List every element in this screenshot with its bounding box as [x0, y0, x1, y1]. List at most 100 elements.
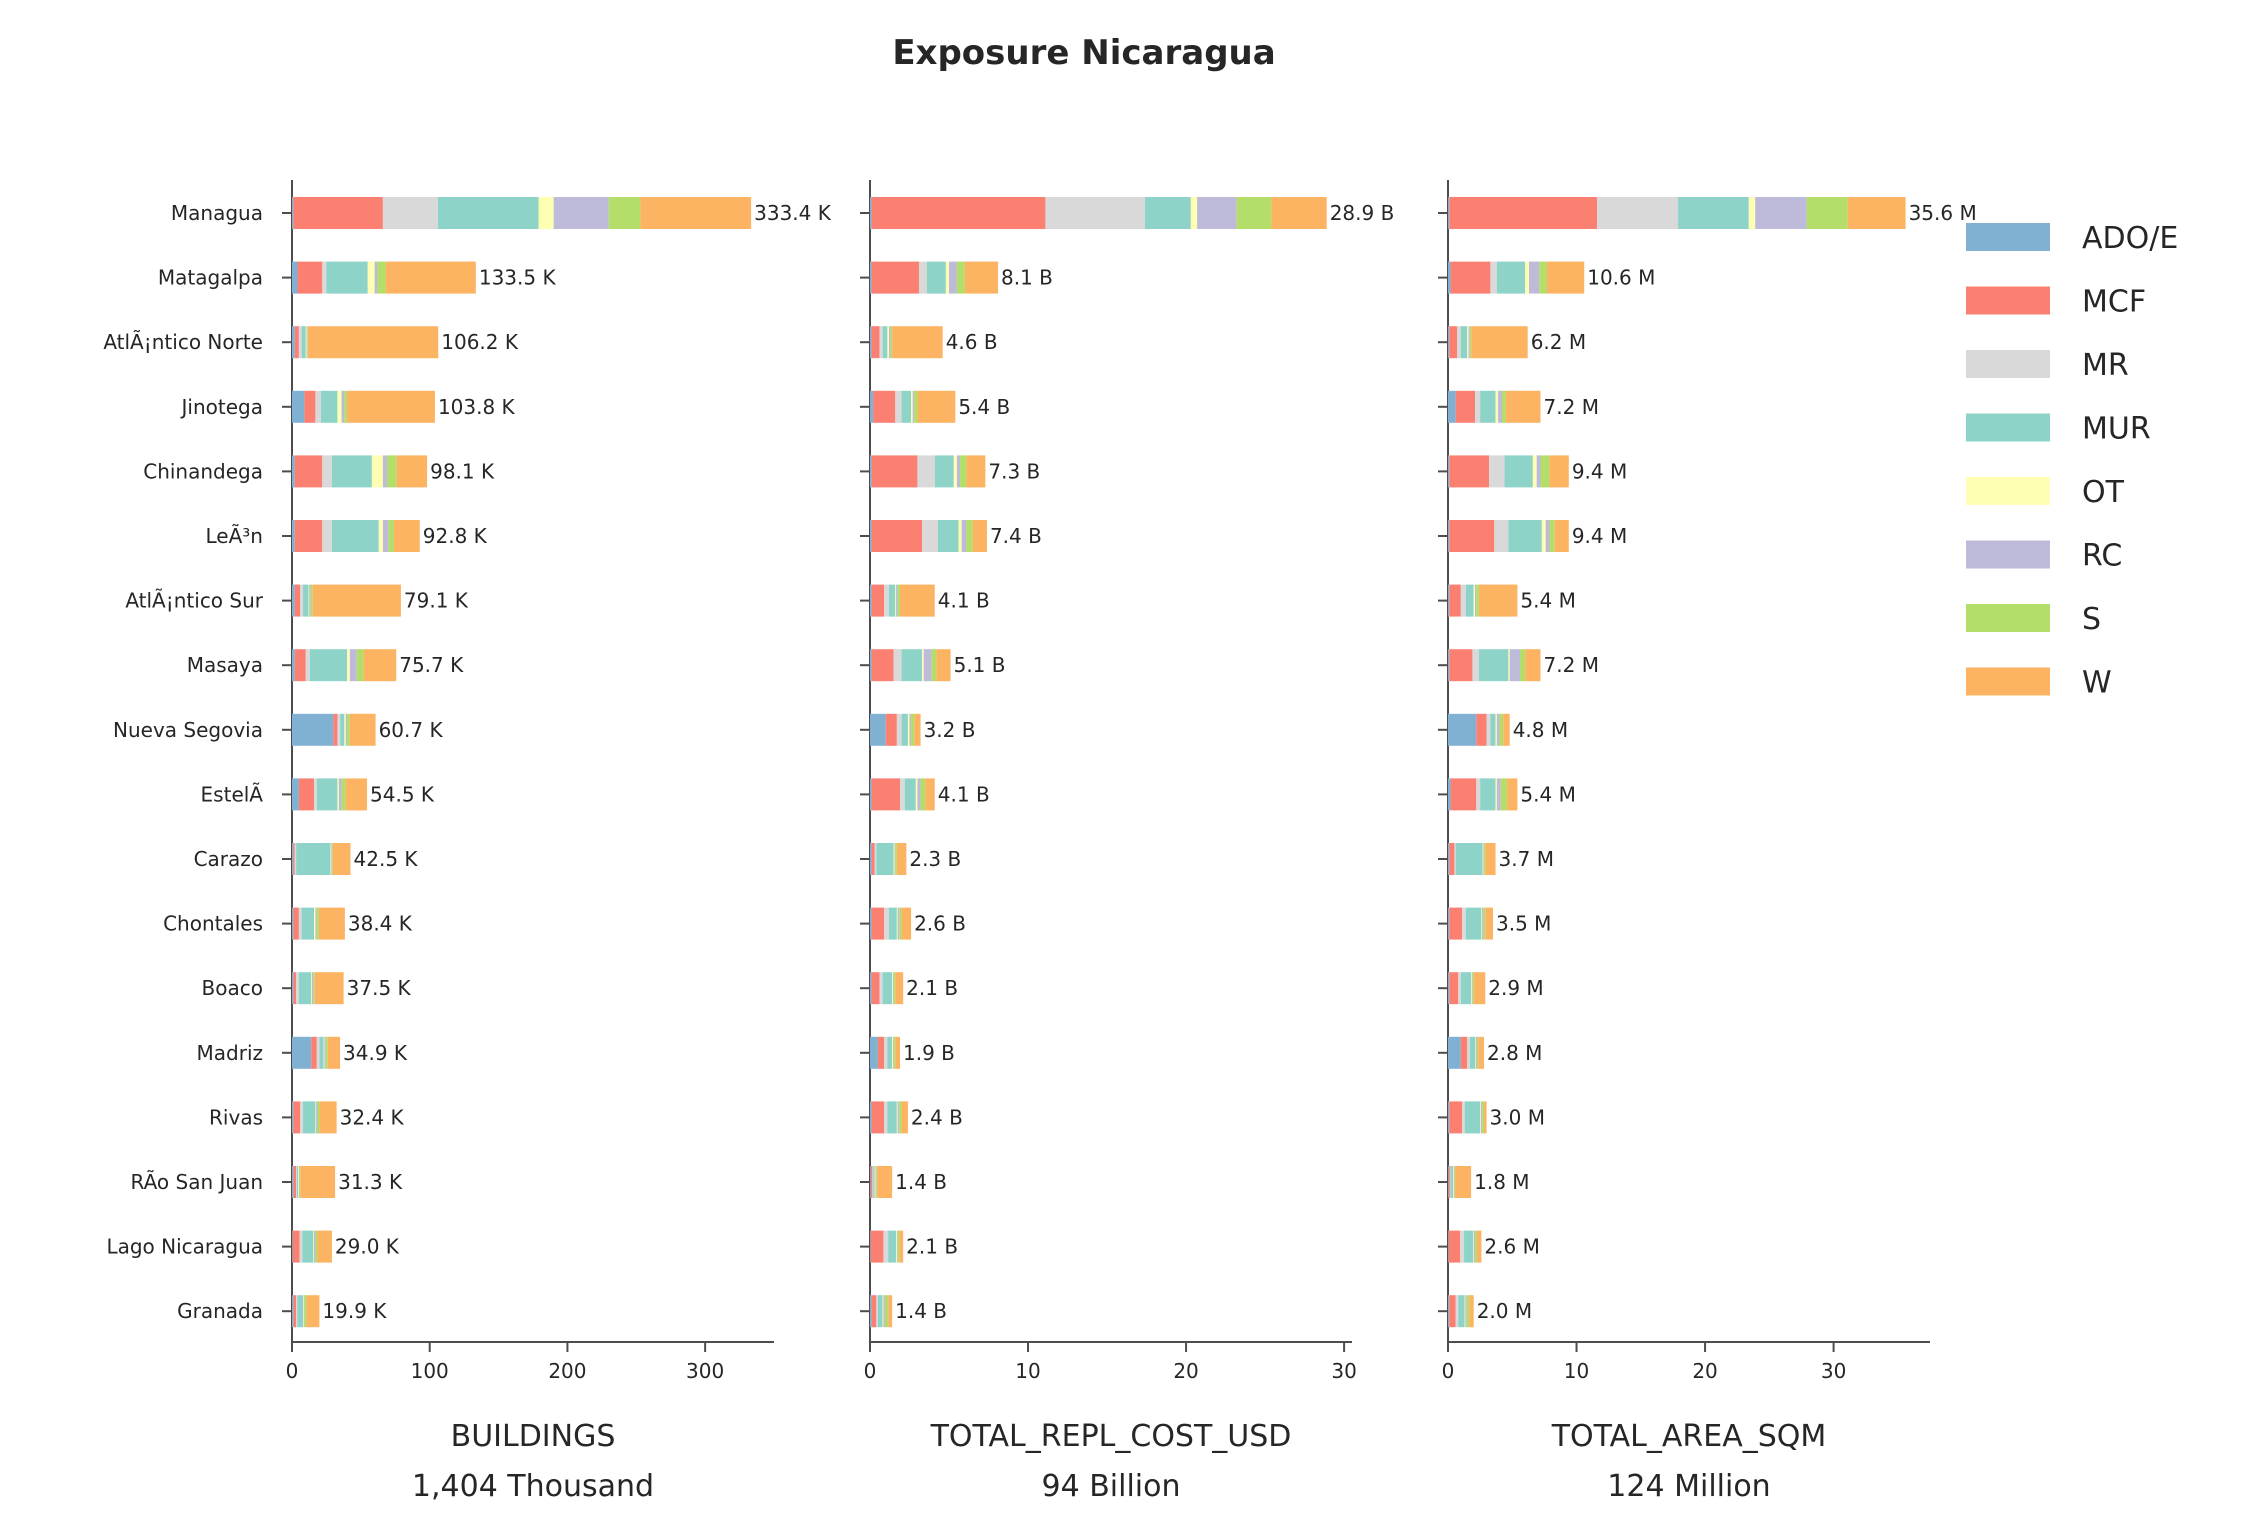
- bar-segment-mr: [922, 520, 938, 552]
- bar-segment-mr: [305, 649, 310, 682]
- bar-segment-s: [313, 972, 315, 1005]
- bar-segment-s: [344, 390, 348, 423]
- bar-segment-mcf: [1449, 972, 1459, 1005]
- bar-segment-mur: [302, 1230, 314, 1263]
- bar-segment-ot: [1541, 520, 1546, 552]
- bar-segment-w: [363, 649, 397, 682]
- bar-segment-mur: [887, 1036, 893, 1069]
- bar-segment-s: [331, 843, 333, 875]
- x-axis-sublabel: 94 Billion: [1042, 1469, 1181, 1504]
- bar-segment-mcf: [293, 972, 297, 1005]
- bar-segment-ot: [896, 1230, 897, 1263]
- bar-segment-rc: [949, 261, 957, 294]
- bar-segment-w: [917, 390, 956, 423]
- bar-segment-mur: [901, 713, 908, 746]
- total-label: 9.4 M: [1572, 524, 1627, 548]
- bar-segment-adoe: [1448, 390, 1456, 423]
- bar-segment-adoe: [292, 1295, 294, 1328]
- bar-segment-adoe: [1448, 649, 1450, 682]
- bar-segment-ot: [892, 972, 893, 1005]
- x-axis-label: BUILDINGS: [451, 1419, 616, 1454]
- bar-segment-s: [1469, 326, 1472, 359]
- bar-segment-mcf: [1450, 261, 1491, 294]
- bar-segment-mr: [1489, 455, 1505, 488]
- bar-segment-mr: [315, 390, 321, 423]
- bar-segment-mr: [874, 843, 877, 875]
- bar-segment-rc: [382, 455, 388, 488]
- x-axis-label: TOTAL_REPL_COST_USD: [930, 1419, 1292, 1454]
- bar-segment-mcf: [885, 713, 897, 746]
- bar-segment-rc: [315, 907, 317, 940]
- bar-segment-s: [1483, 843, 1486, 875]
- bar-segment-ot: [1464, 1295, 1466, 1328]
- bar-segment-w: [1478, 1036, 1484, 1069]
- bar-segment-mcf: [294, 584, 301, 617]
- bar-segment-mr: [314, 778, 317, 811]
- bar-segment-mr: [296, 972, 299, 1005]
- bar-segment-mr: [879, 972, 883, 1005]
- bar-segment-ot: [330, 843, 332, 875]
- bar-segment-adoe: [1448, 197, 1450, 229]
- bar-segment-adoe: [870, 455, 872, 488]
- bar-segment-ot: [323, 1036, 325, 1069]
- bar-segment-adoe: [870, 326, 872, 359]
- total-label: 1.4 B: [895, 1170, 947, 1194]
- bar-segment-mcf: [304, 390, 316, 423]
- bar-segment-s: [885, 1295, 889, 1328]
- bar-segment-ot: [1467, 326, 1469, 359]
- bar-segment-w: [345, 778, 368, 811]
- bar-segment-mcf: [871, 649, 894, 682]
- bar-segment-ot: [945, 261, 950, 294]
- legend-label: MR: [2082, 348, 2129, 383]
- bar-segment-ot: [896, 1101, 898, 1134]
- bar-segment-rc: [1528, 261, 1540, 294]
- bar-segment-mr: [893, 649, 902, 682]
- bar-segment-mr: [900, 778, 905, 811]
- total-label: 31.3 K: [338, 1170, 403, 1194]
- x-tick-label: 300: [686, 1359, 724, 1383]
- bar-segment-w: [914, 713, 921, 746]
- bar-segment-s: [1466, 1295, 1470, 1328]
- bar-segment-mcf: [293, 1166, 297, 1198]
- bar-segment-rc: [1475, 1036, 1477, 1069]
- total-label: 7.2 M: [1544, 395, 1599, 419]
- bar-segment-w: [901, 907, 912, 940]
- bar-segment-ot: [874, 1166, 876, 1198]
- bar-segment-mcf: [871, 261, 919, 294]
- bar-segment-rc: [956, 455, 961, 488]
- bar-segment-adoe: [870, 972, 872, 1005]
- bar-segment-mr: [876, 1295, 878, 1328]
- bar-segment-mr: [299, 1230, 303, 1263]
- x-axis-sublabel: 1,404 Thousand: [412, 1469, 654, 1504]
- legend-swatch: [1966, 667, 2050, 696]
- bar-segment-mcf: [1448, 1166, 1450, 1198]
- bar-segment-mr: [1460, 1230, 1465, 1263]
- bar-segment-mr: [382, 197, 438, 229]
- bar-segment-mcf: [297, 261, 323, 294]
- bar-segment-rc: [311, 972, 314, 1005]
- bar-segment-ot: [1190, 197, 1198, 229]
- bar-segment-mur: [296, 843, 331, 875]
- bar-segment-w: [307, 326, 439, 359]
- total-label: 1.8 M: [1474, 1170, 1529, 1194]
- bar-segment-ot: [344, 713, 346, 746]
- bar-segment-mr: [316, 1036, 320, 1069]
- bar-segment-mcf: [871, 843, 875, 875]
- legend-label: MCF: [2082, 285, 2146, 320]
- bar-segment-ot: [915, 778, 918, 811]
- bar-segment-s: [1539, 261, 1547, 294]
- total-label: 7.4 B: [990, 524, 1042, 548]
- x-tick-label: 100: [411, 1359, 449, 1383]
- bar-segment-ot: [893, 843, 895, 875]
- bar-segment-mur: [326, 261, 368, 294]
- bar-segment-mr: [872, 1166, 874, 1198]
- bar-segment-mr: [1454, 843, 1456, 875]
- legend-label: MUR: [2082, 412, 2151, 447]
- bar-segment-w: [300, 1166, 336, 1198]
- total-label: 5.4 M: [1520, 589, 1575, 613]
- panel-3: 0 10 20 30 35.6 M 10.6 M 6.2 M 7.2 M 9.4 M 9.4 M 5…: [1438, 180, 1977, 1504]
- bar-segment-mcf: [1449, 455, 1490, 488]
- bar-segment-mur: [1458, 1295, 1465, 1328]
- total-label: 98.1 K: [430, 459, 495, 483]
- bar-segment-rc: [1755, 197, 1807, 229]
